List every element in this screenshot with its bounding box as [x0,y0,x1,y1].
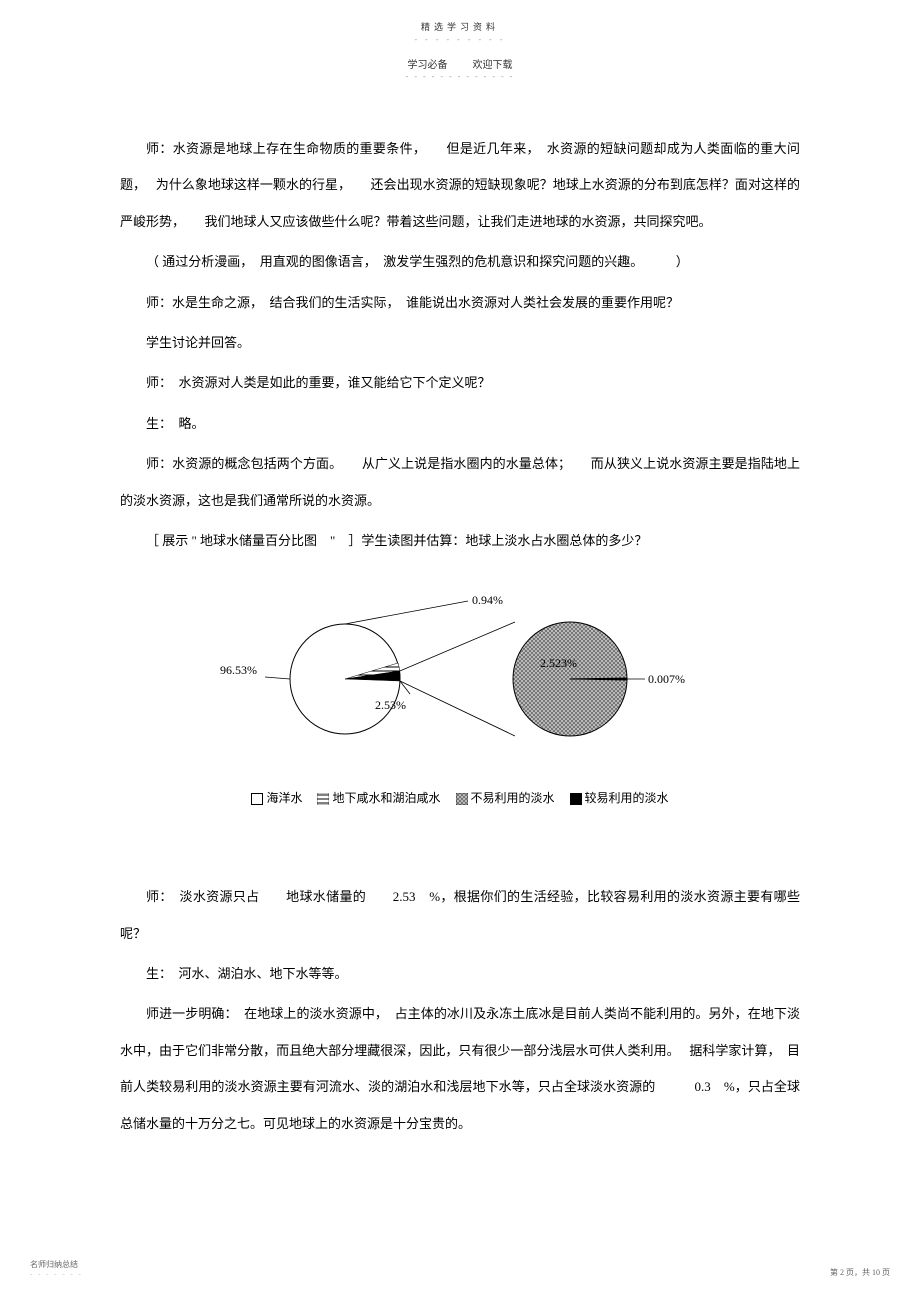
paragraph-7: 师：水资源的概念包括两个方面。 从广义上说是指水圈内的水量总体； 而从狭义上说水… [120,446,800,519]
swatch-empty [251,793,263,805]
chart-legend: 海洋水 地下咸水和湖泊咸水 不易利用的淡水 较易利用的淡水 [200,781,720,815]
legend-label-2: 不易利用的淡水 [471,791,555,805]
header-dashes1: - - - - - - - - - [0,35,920,44]
legend-item-salty: 地下咸水和湖泊咸水 [317,782,440,816]
water-storage-pie-chart: 0.94% 96.53% 2.53% 2.523% 0.007% [200,589,720,829]
legend-item-hard-fresh: 不易利用的淡水 [456,782,555,816]
header-sub-left: 学习必备 [408,60,448,71]
label-0-94: 0.94% [472,593,503,607]
footer-right: 第 2 页，共 10 页 [830,1267,890,1278]
paragraph-1: 师：水资源是地球上存在生命物质的重要条件， 但是近几年来， 水资源的短缺问题却成… [120,131,800,240]
legend-label-0: 海洋水 [266,791,302,805]
legend-item-ocean: 海洋水 [251,782,302,816]
paragraph-2: （ 通过分析漫画， 用直观的图像语言， 激发学生强烈的危机意识和探究问题的兴趣。… [120,244,800,280]
label-0-007: 0.007% [648,672,685,686]
legend-item-easy-fresh: 较易利用的淡水 [570,782,669,816]
paragraph-4: 学生讨论并回答。 [120,325,800,361]
label-2-523: 2.523% [540,656,577,670]
document-content: 师：水资源是地球上存在生命物质的重要条件， 但是近几年来， 水资源的短缺问题却成… [0,81,920,1142]
header-top-label: 精选学习资料 [0,0,920,33]
legend-label-3: 较易利用的淡水 [585,791,669,805]
swatch-solid [570,793,582,805]
left-pie: 0.94% 96.53% 2.53% [220,593,515,736]
right-pie: 2.523% 0.007% [513,622,685,736]
paragraph-10: 生： 河水、湖泊水、地下水等等。 [120,956,800,992]
header-sub: 学习必备 欢迎下载 [0,56,920,71]
header-sub-right: 欢迎下载 [473,60,513,71]
footer-left-dash: - - - - - - - [30,1270,83,1278]
paragraph-9: 师： 淡水资源只占 地球水储量的 2.53 %，根据你们的生活经验，比较容易利用… [120,879,800,952]
footer-left: 名师归纳总结 - - - - - - - [30,1259,83,1278]
label-96-53: 96.53% [220,663,257,677]
footer-left-text: 名师归纳总结 [30,1259,83,1270]
paragraph-6: 生： 略。 [120,406,800,442]
paragraph-5: 师： 水资源对人类是如此的重要，谁又能给它下个定义呢？ [120,365,800,401]
paragraph-3: 师：水是生命之源， 结合我们的生活实际， 谁能说出水资源对人类社会发展的重要作用… [120,285,800,321]
legend-label-1: 地下咸水和湖泊咸水 [332,791,440,805]
paragraph-8: ［ 展示 " 地球水储量百分比图 " ］学生读图并估算：地球上淡水占水圈总体的多… [120,523,800,559]
paragraph-11: 师进一步明确： 在地球上的淡水资源中， 占主体的冰川及永冻土底冰是目前人类尚不能… [120,996,800,1142]
label-2-53: 2.53% [375,698,406,712]
header-dashes2: - - - - - - - - - - - - - [0,72,920,81]
